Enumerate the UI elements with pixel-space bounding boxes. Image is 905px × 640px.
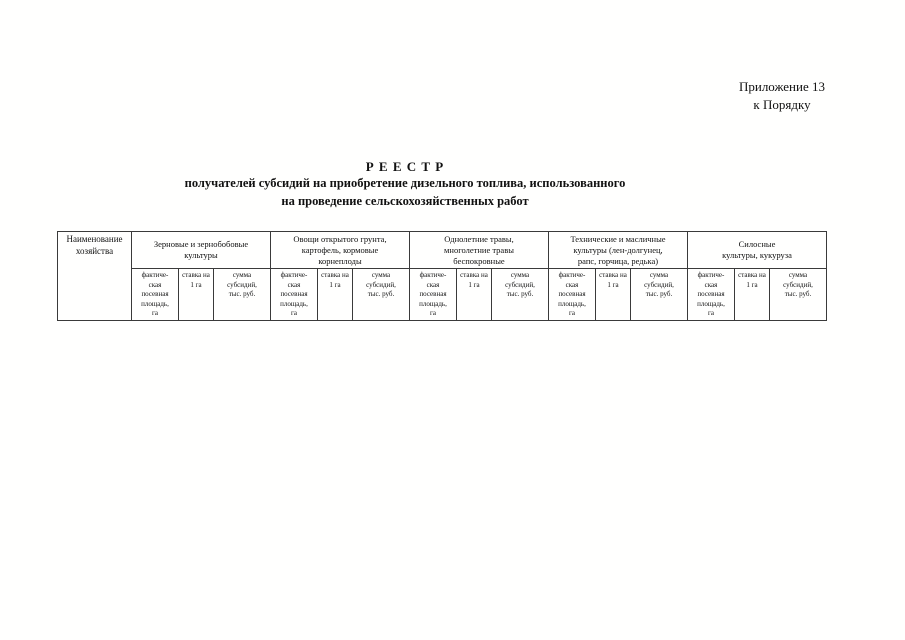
appendix-note: Приложение 13 к Порядку [739,78,825,114]
subheader-subsidy-amount: сумма субсидий, тыс. руб. [769,268,827,321]
registry-table: Наименование хозяйства Зерновые и зерноб… [57,231,827,321]
farm-name-header: Наименование хозяйства [57,231,132,321]
subheader-sown-area: фактиче- ская посевная площадь, га [131,268,179,321]
table-subheader-row: фактиче- ская посевная площадь, га ставк… [58,268,827,321]
document-subtitle-line1: получателей субсидий на приобретение диз… [184,176,626,190]
document-subtitle-line2: на проведение сельскохозяйственных работ [281,193,529,208]
subheader-rate-per-ha: ставка на 1 га [317,268,353,321]
subheader-sown-area: фактиче- ская посевная площадь, га [270,268,318,321]
subheader-subsidy-amount: сумма субсидий, тыс. руб. [630,268,688,321]
group-header-grasses: Однолетние травы, многолетние травы бесп… [409,231,549,269]
appendix-line2: к Порядку [753,97,811,112]
subheader-sown-area: фактиче- ская посевная площадь, га [687,268,735,321]
subheader-rate-per-ha: ставка на 1 га [734,268,770,321]
group-header-silage-corn: Силосные культуры, кукуруза [687,231,827,269]
group-header-grain-crops: Зерновые и зернобобовые культуры [131,231,271,269]
subheader-rate-per-ha: ставка на 1 га [456,268,492,321]
subheader-subsidy-amount: сумма субсидий, тыс. руб. [213,268,271,321]
table-group-header-row: Наименование хозяйства Зерновые и зерноб… [57,231,827,321]
appendix-line1: Приложение 13 [738,79,825,94]
group-header-open-ground-vegetables: Овощи открытого грунта, картофель, кормо… [270,231,410,269]
document-title: Р Е Е С Т Р [365,159,445,174]
subheader-rate-per-ha: ставка на 1 га [595,268,631,321]
subheader-sown-area: фактиче- ская посевная площадь, га [548,268,596,321]
subheader-sown-area: фактиче- ская посевная площадь, га [409,268,457,321]
subheader-rate-per-ha: ставка на 1 га [178,268,214,321]
title-block: Р Е Е С Т Р получателей субсидий на прио… [0,158,810,210]
subheader-subsidy-amount: сумма субсидий, тыс. руб. [491,268,549,321]
group-header-technical-oil-crops: Технические и масличные культуры (лен-до… [548,231,688,269]
subheader-subsidy-amount: сумма субсидий, тыс. руб. [352,268,410,321]
